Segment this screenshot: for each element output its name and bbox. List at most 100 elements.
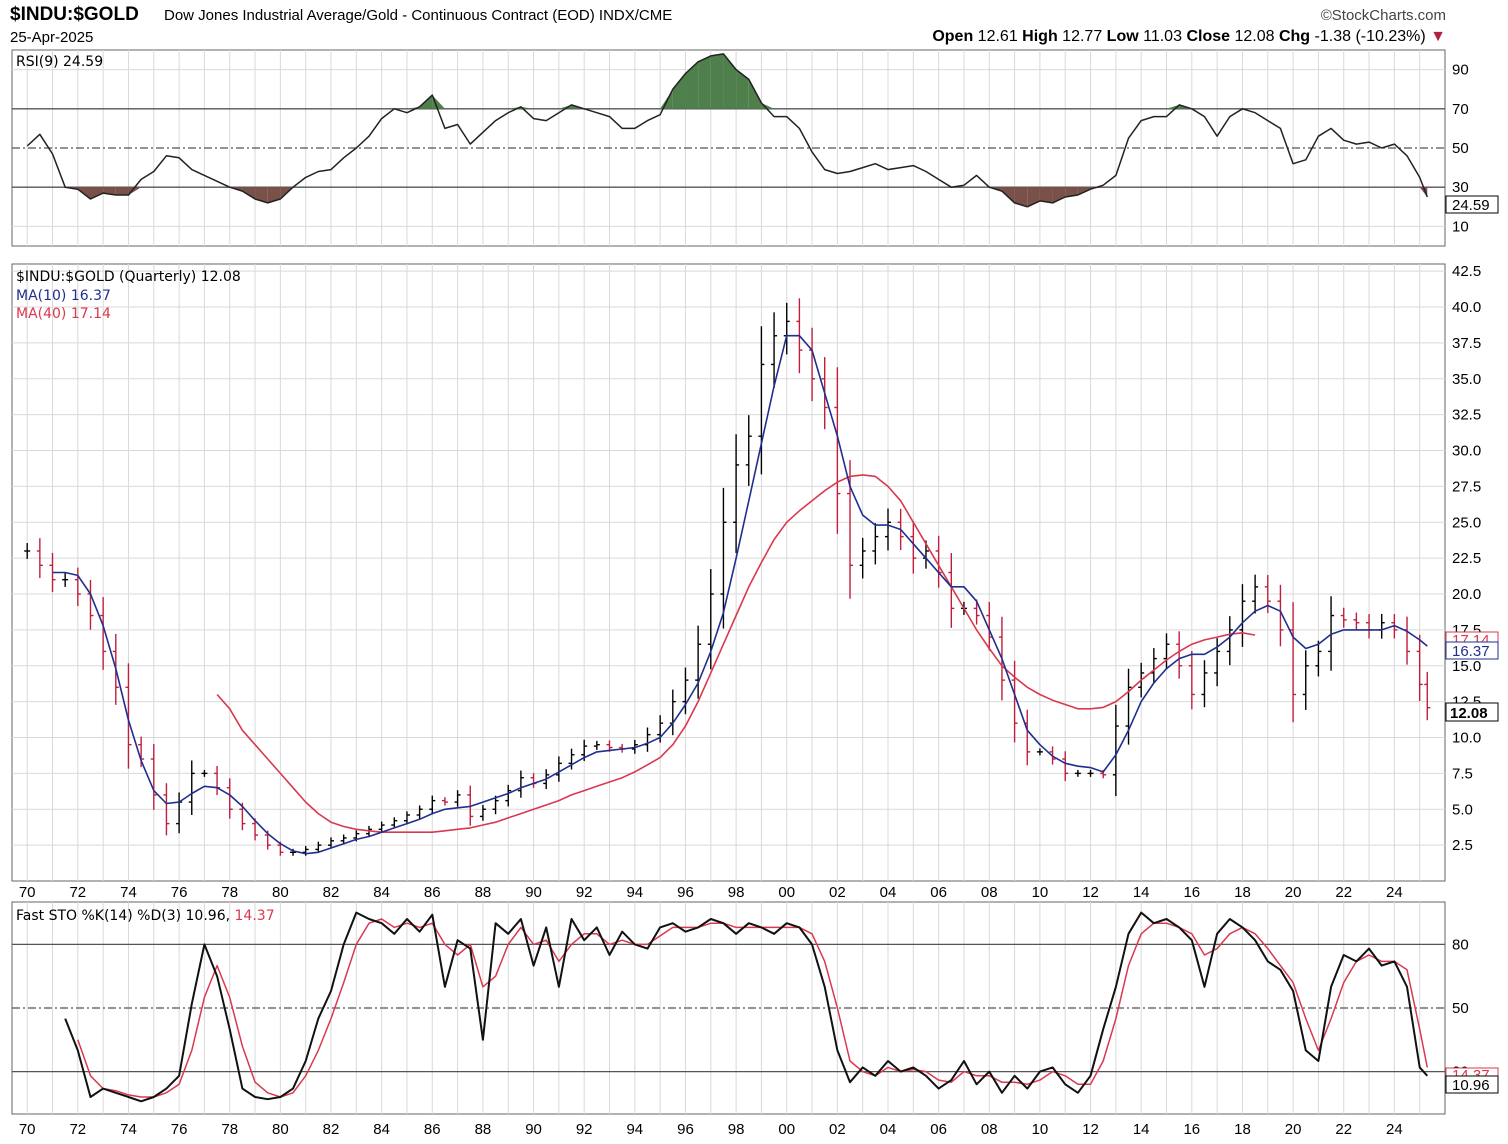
stochastic-x-tick-label: 94 bbox=[626, 1121, 643, 1138]
price-x-tick-label: 82 bbox=[323, 884, 340, 901]
stochastic-x-tick-label: 74 bbox=[120, 1121, 137, 1138]
price-x-tick-label: 94 bbox=[626, 884, 643, 901]
stochastic-x-tick-label: 86 bbox=[424, 1121, 441, 1138]
chg-label: Chg bbox=[1278, 28, 1311, 45]
stochastic-x-tick-label: 02 bbox=[829, 1121, 846, 1138]
price-x-tick-label: 70 bbox=[19, 884, 36, 901]
price-legend-title: $INDU:$GOLD (Quarterly) 12.08 bbox=[16, 269, 241, 285]
rsi-oversold-area bbox=[128, 187, 142, 196]
stochastic-x-tick-label: 80 bbox=[272, 1121, 289, 1138]
stochastic-x-tick-label: 70 bbox=[19, 1121, 36, 1138]
price-x-tick-label: 86 bbox=[424, 884, 441, 901]
price-y-tick-label: 15.0 bbox=[1452, 658, 1481, 675]
close-value-tag-text: 12.08 bbox=[1450, 705, 1488, 722]
ma10-line bbox=[52, 334, 1428, 855]
low-value: 11.03 bbox=[1143, 28, 1182, 45]
price-x-tick-label: 02 bbox=[829, 884, 846, 901]
ma10-value-tag: 16.37 bbox=[1445, 641, 1499, 660]
rsi-overbought-area bbox=[710, 53, 724, 109]
stochastic-x-tick-label: 12 bbox=[1082, 1121, 1099, 1138]
stochastic-x-tick-label: 92 bbox=[576, 1121, 593, 1138]
stochastic-x-tick-label: 22 bbox=[1335, 1121, 1352, 1138]
stochastic-x-tick-label: 06 bbox=[930, 1121, 947, 1138]
rsi-y-tick-label: 50 bbox=[1452, 140, 1469, 157]
price-x-tick-label: 06 bbox=[930, 884, 947, 901]
rsi-overbought-area bbox=[723, 53, 737, 109]
stochastic-x-tick-label: 84 bbox=[373, 1121, 390, 1138]
open-value: 12.61 bbox=[977, 28, 1018, 45]
price-x-tick-label: 24 bbox=[1386, 884, 1403, 901]
stochastic-x-tick-label: 20 bbox=[1285, 1121, 1302, 1138]
rsi-oversold-area bbox=[1052, 187, 1066, 203]
stochastic-x-tick-label: 82 bbox=[323, 1121, 340, 1138]
stochastic-series bbox=[64, 911, 1429, 1103]
price-y-tick-label: 42.5 bbox=[1452, 263, 1481, 280]
stochastic-x-tick-label: 98 bbox=[728, 1121, 745, 1138]
price-x-tick-label: 12 bbox=[1082, 884, 1099, 901]
price-x-tick-label: 04 bbox=[880, 884, 897, 901]
stochastic-x-tick-label: 16 bbox=[1183, 1121, 1200, 1138]
axis-ticks: 42.5 40.0 37.5 35.0 32.5 30.0 27.5 25.0 22.5 20.0… bbox=[19, 62, 1481, 1138]
stochastic-x-tick-label: 18 bbox=[1234, 1121, 1251, 1138]
down-arrow-icon: ▼ bbox=[1430, 28, 1446, 45]
stochastic-x-tick-label: 90 bbox=[525, 1121, 542, 1138]
chart-symbol: $INDU:$GOLD bbox=[10, 4, 139, 25]
close-value: 12.08 bbox=[1234, 28, 1275, 45]
stochastic-d-line bbox=[77, 918, 1429, 1098]
price-y-tick-label: 20.0 bbox=[1452, 586, 1481, 603]
low-label: Low bbox=[1106, 28, 1139, 45]
rsi-oversold-area bbox=[255, 187, 268, 203]
rsi-oversold-area bbox=[90, 187, 104, 199]
price-y-tick-label: 5.0 bbox=[1452, 801, 1473, 818]
price-x-tick-label: 98 bbox=[728, 884, 745, 901]
close-value-tag: 12.08 bbox=[1445, 702, 1499, 722]
rsi-oversold-area bbox=[115, 187, 129, 196]
ma40-legend: MA(40) 17.14 bbox=[16, 306, 111, 322]
rsi-oversold-area bbox=[267, 187, 281, 203]
stochastic-x-tick-label: 78 bbox=[221, 1121, 238, 1138]
price-panel-frame bbox=[11, 263, 1446, 882]
rsi-oversold-area bbox=[1419, 187, 1428, 197]
rsi-y-tick-label: 70 bbox=[1452, 101, 1469, 118]
price-y-tick-label: 32.5 bbox=[1452, 407, 1481, 424]
price-series bbox=[24, 298, 1431, 856]
stochastic-k-value-tag: 10.96 bbox=[1445, 1075, 1499, 1094]
price-x-tick-label: 00 bbox=[778, 884, 795, 901]
price-y-tick-label: 7.5 bbox=[1452, 765, 1473, 782]
price-x-tick-label: 92 bbox=[576, 884, 593, 901]
price-x-tick-label: 22 bbox=[1335, 884, 1352, 901]
price-y-tick-label: 27.5 bbox=[1452, 478, 1481, 495]
price-y-tick-label: 2.5 bbox=[1452, 837, 1473, 854]
price-x-tick-label: 16 bbox=[1183, 884, 1200, 901]
ma40-line bbox=[216, 474, 1256, 833]
price-y-tick-label: 22.5 bbox=[1452, 550, 1481, 567]
copyright-link[interactable]: ©StockCharts.com bbox=[1320, 7, 1446, 24]
price-x-tick-label: 78 bbox=[221, 884, 238, 901]
price-x-tick-label: 18 bbox=[1234, 884, 1251, 901]
price-x-tick-label: 76 bbox=[171, 884, 188, 901]
rsi-series bbox=[26, 53, 1428, 208]
rsi-value-tag: 24.59 bbox=[1445, 195, 1499, 214]
stochastic-gridlines bbox=[12, 902, 1445, 1114]
price-x-tick-label: 10 bbox=[1032, 884, 1049, 901]
rsi-overbought-area bbox=[685, 61, 699, 109]
rsi-y-tick-label: 90 bbox=[1452, 62, 1469, 79]
price-x-tick-label: 72 bbox=[69, 884, 86, 901]
stochastic-x-tick-label: 10 bbox=[1032, 1121, 1049, 1138]
rsi-legend: RSI(9) 24.59 bbox=[16, 54, 103, 70]
rsi-overbought-area bbox=[520, 106, 534, 109]
stochastic-x-tick-label: 14 bbox=[1133, 1121, 1150, 1138]
stochastic-y-tick-label: 80 bbox=[1452, 936, 1469, 953]
stochastic-x-tick-label: 08 bbox=[981, 1121, 998, 1138]
stochastic-x-tick-label: 72 bbox=[69, 1121, 86, 1138]
rsi-overbought-area bbox=[558, 104, 572, 109]
stochastic-x-tick-label: 76 bbox=[171, 1121, 188, 1138]
rsi-oversold-area bbox=[242, 187, 256, 199]
price-x-tick-label: 88 bbox=[475, 884, 492, 901]
price-x-tick-label: 80 bbox=[272, 884, 289, 901]
open-label: Open bbox=[932, 28, 974, 45]
stochastic-x-tick-label: 96 bbox=[677, 1121, 694, 1138]
rsi-overbought-area bbox=[736, 69, 749, 109]
stochastic-y-tick-label: 50 bbox=[1452, 1000, 1469, 1017]
